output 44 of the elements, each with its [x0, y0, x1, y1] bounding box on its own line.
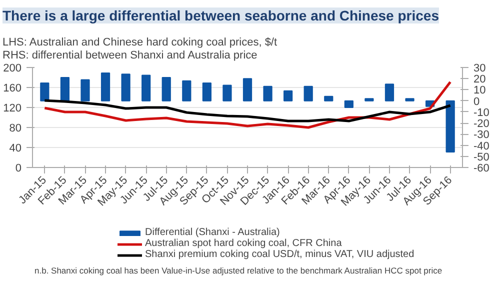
- legend-label: Australian spot hard coking coal, CFR China: [145, 238, 342, 249]
- bar: [344, 100, 354, 108]
- legend-label: Differential (Shanxi - Australia): [145, 227, 280, 238]
- chart-subtitle: LHS: Australian and Chinese hard coking coal prices, $/t RHS: differential between Shanxi and Australia price: [2, 36, 278, 62]
- y-tick-label: 200: [3, 62, 22, 74]
- bar: [405, 98, 414, 102]
- bar: [60, 77, 70, 102]
- y2-tick-label: -20: [474, 118, 490, 130]
- bar: [80, 79, 90, 102]
- bar: [384, 84, 394, 102]
- y2-tick-label: -60: [474, 162, 490, 174]
- y-tick-label: 160: [3, 82, 22, 94]
- y2-tick-label: -30: [474, 129, 490, 142]
- y2-tick-label: -50: [474, 151, 490, 164]
- bar: [364, 98, 374, 102]
- y-tick-label: 120: [3, 102, 22, 114]
- y-tick-label: 40: [9, 142, 22, 154]
- bar: [222, 84, 232, 102]
- bar: [304, 86, 313, 102]
- bar: [446, 100, 455, 152]
- y2-tick-label: -10: [474, 106, 490, 119]
- bar: [263, 86, 272, 102]
- line-series: [43, 80, 452, 129]
- bar: [100, 72, 110, 102]
- legend-label: Shanxi premium coking coal USD/t, minus VAT, VIU adjusted: [145, 249, 414, 260]
- y2-tick-label: 0: [474, 96, 480, 108]
- y2-tick-label: 20: [474, 74, 486, 86]
- bar: [324, 96, 334, 102]
- bar: [142, 74, 151, 102]
- y2-tick-label: 10: [474, 84, 486, 97]
- bar: [182, 80, 192, 102]
- bar: [121, 74, 130, 102]
- bar: [162, 77, 171, 102]
- bar: [284, 90, 293, 102]
- bar: [40, 82, 50, 102]
- text: n.b. Shanxi coking coal has been Value-in-Use adjusted relative to the benchmark Australian HCC spot price: [34, 266, 442, 276]
- y-tick-label: 80: [9, 122, 22, 134]
- bar: [202, 82, 212, 102]
- y2-tick-label: -40: [474, 140, 490, 152]
- y2-tick-label: 30: [474, 62, 486, 74]
- bar: [242, 78, 252, 102]
- line-series: [43, 99, 452, 122]
- chart-title: There is a large differential between seaborne and Chinese prices: [2, 8, 440, 24]
- y-tick-label: 0: [15, 162, 22, 174]
